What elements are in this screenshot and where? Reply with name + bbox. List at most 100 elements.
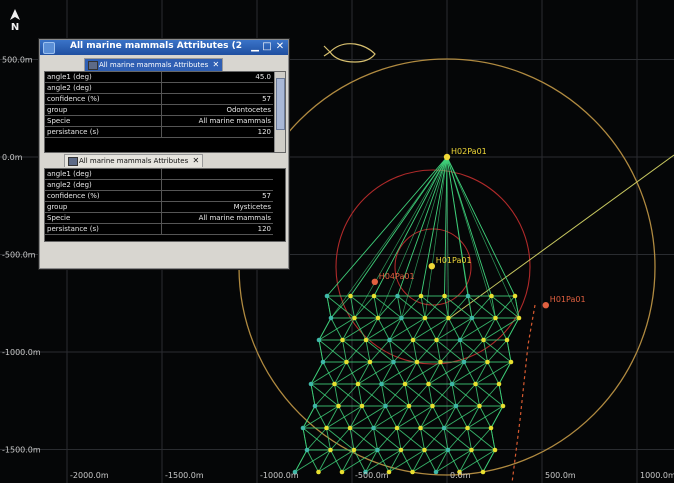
table-scrollbar[interactable] [274, 72, 285, 152]
mesh-node[interactable] [344, 359, 349, 365]
mesh-node[interactable] [457, 337, 463, 343]
mesh-node[interactable] [312, 403, 318, 409]
mesh-node[interactable] [339, 469, 345, 475]
tab-close-icon[interactable]: ✕ [192, 156, 200, 165]
tab-close-icon[interactable]: ✕ [212, 60, 220, 69]
mesh-node[interactable] [402, 381, 408, 387]
mesh-node[interactable] [367, 359, 373, 365]
tab-attributes-2[interactable]: All marine mammals Attributes ✕ [64, 154, 204, 167]
mesh-node[interactable] [426, 381, 431, 387]
mesh-node[interactable] [446, 315, 451, 321]
mesh-node[interactable] [422, 447, 427, 453]
mesh-node[interactable] [430, 403, 435, 409]
mesh-node[interactable] [461, 359, 467, 365]
mesh-node[interactable] [347, 425, 353, 431]
mesh-line [420, 295, 426, 319]
mesh-node[interactable] [418, 425, 423, 431]
window-titlebar[interactable]: All marine mammals Attributes (2 ▁ □ ✕ [40, 40, 288, 55]
scrollbar-thumb[interactable] [276, 78, 285, 130]
mesh-node[interactable] [410, 469, 415, 475]
mesh-node[interactable] [496, 381, 502, 387]
mesh-node[interactable] [398, 447, 404, 453]
mesh-node[interactable] [469, 447, 474, 453]
mesh-node[interactable] [304, 447, 310, 453]
mesh-node[interactable] [449, 381, 455, 387]
mesh-node[interactable] [481, 337, 486, 343]
mesh-node[interactable] [375, 447, 380, 453]
mesh-node[interactable] [379, 381, 384, 387]
mesh-node[interactable] [328, 315, 334, 321]
mesh-node[interactable] [371, 425, 376, 431]
mesh-node[interactable] [394, 425, 400, 431]
mesh-node[interactable] [473, 381, 478, 387]
mesh-node[interactable] [442, 293, 447, 299]
mesh-node[interactable] [399, 315, 404, 321]
minimize-button[interactable]: ▁ [251, 41, 259, 52]
mesh-node[interactable] [465, 425, 470, 431]
mesh-node[interactable] [414, 359, 420, 365]
mesh-node[interactable] [395, 293, 400, 299]
mesh-node[interactable] [324, 425, 329, 431]
mesh-node[interactable] [383, 403, 388, 409]
mesh-node[interactable] [316, 337, 322, 343]
mesh-node[interactable] [410, 337, 416, 343]
mesh-node[interactable] [493, 315, 498, 321]
mesh-node[interactable] [465, 293, 471, 299]
mesh-node[interactable] [500, 403, 506, 409]
mesh-node[interactable] [387, 337, 392, 343]
mesh-node[interactable] [488, 425, 494, 431]
station-marker[interactable] [443, 153, 451, 161]
tab-attributes-1[interactable]: All marine mammals Attributes ✕ [84, 58, 224, 71]
mesh-node[interactable] [508, 359, 514, 365]
mesh-node[interactable] [433, 469, 439, 475]
mesh-node[interactable] [352, 315, 357, 321]
mesh-node[interactable] [340, 337, 345, 343]
mesh-node[interactable] [406, 403, 412, 409]
mesh-node[interactable] [489, 293, 494, 299]
mesh-node[interactable] [324, 293, 330, 299]
mesh-node[interactable] [363, 469, 368, 475]
close-button[interactable]: ✕ [275, 41, 285, 52]
mesh-node[interactable] [492, 447, 498, 453]
mesh-node[interactable] [336, 403, 341, 409]
station-marker[interactable] [371, 278, 378, 285]
mesh-node[interactable] [292, 469, 298, 475]
mesh-node[interactable] [469, 315, 475, 321]
mesh-node[interactable] [371, 293, 377, 299]
mesh-node[interactable] [453, 403, 459, 409]
mesh-node[interactable] [512, 293, 518, 299]
mesh-node[interactable] [348, 293, 353, 299]
mesh-node[interactable] [355, 381, 361, 387]
mesh-node[interactable] [375, 315, 381, 321]
mesh-node[interactable] [308, 381, 314, 387]
station-label: H01Pa01 [436, 256, 472, 265]
attributes-window[interactable]: All marine mammals Attributes (2 ▁ □ ✕ A… [39, 39, 289, 269]
mesh-node[interactable] [438, 359, 443, 365]
station-marker[interactable] [542, 302, 549, 309]
mesh-node[interactable] [457, 469, 462, 475]
mesh-node[interactable] [391, 359, 396, 365]
mesh-node[interactable] [445, 447, 451, 453]
station-marker[interactable] [428, 263, 435, 270]
mesh-node[interactable] [363, 337, 369, 343]
mesh-node[interactable] [320, 359, 326, 365]
mesh-node[interactable] [328, 447, 333, 453]
maximize-button[interactable]: □ [262, 41, 272, 52]
mesh-node[interactable] [351, 447, 357, 453]
mesh-node[interactable] [477, 403, 482, 409]
mesh-node[interactable] [332, 381, 337, 387]
mesh-node[interactable] [516, 315, 522, 321]
mesh-node[interactable] [434, 337, 439, 343]
mesh-node[interactable] [359, 403, 365, 409]
mesh-node[interactable] [316, 469, 321, 475]
mesh-node[interactable] [441, 425, 447, 431]
mesh-node[interactable] [386, 469, 392, 475]
mesh-node[interactable] [300, 425, 306, 431]
mesh-node[interactable] [418, 293, 424, 299]
mesh-node[interactable] [485, 359, 490, 365]
mesh-node[interactable] [480, 469, 486, 475]
mesh-node[interactable] [504, 337, 510, 343]
mesh-node[interactable] [422, 315, 428, 321]
